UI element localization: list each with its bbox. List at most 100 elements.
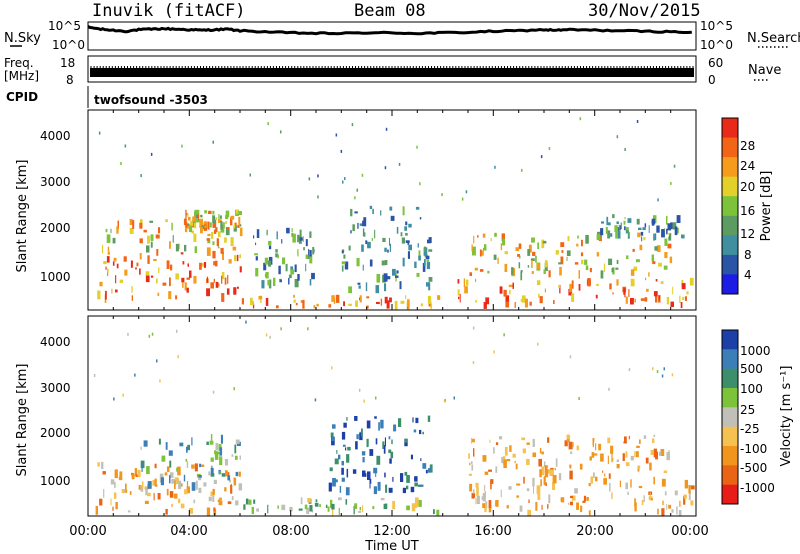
power-cell [98,131,101,135]
power-cell [348,286,352,294]
power-cell [624,148,626,151]
power-cell [250,300,254,306]
velocity-cell [224,459,229,466]
velocity-cell [402,487,406,494]
power-cell [375,285,380,294]
power-cell [494,165,496,169]
power-cell [233,223,236,229]
velocity-cell [419,429,422,435]
velocity-cell [176,467,178,472]
power-cell [227,275,229,284]
power-ytick-2000: 2000 [40,221,71,235]
power-cell [162,282,167,286]
power-cell [426,259,429,262]
velocity-cell [154,463,157,469]
power-cell [615,267,619,270]
power-cell [416,272,420,277]
velocity-cell [616,464,620,469]
velocity-cell [141,481,144,489]
velocity-cell [414,476,418,482]
velocity-cell [157,493,161,500]
velocity-cell [558,473,562,481]
velocity-cell [636,445,640,448]
velocity-cell [113,492,117,499]
power-cell [183,218,187,225]
power-cell [655,279,658,282]
power-cell [253,235,255,239]
velocity-cell [588,510,591,516]
velocity-colorbar-swatch [722,465,738,486]
velocity-cell [472,326,475,330]
velocity-cell [671,373,674,377]
power-cell [665,240,668,244]
freq-band [90,68,694,77]
power-cell [153,259,157,261]
velocity-cell [612,458,614,462]
power-cell [192,216,196,222]
velocity-cell [319,504,321,507]
power-cell [672,286,674,295]
power-cell [457,279,460,284]
velocity-cell [484,471,489,475]
power-cell [611,268,614,273]
power-cell [228,259,232,264]
velocity-cell [622,453,625,461]
velocity-cell [215,442,219,451]
velocity-cell [406,505,410,511]
velocity-cell [548,494,551,504]
power-cell [681,235,685,239]
power-cell [313,305,316,309]
velocity-cell [383,503,388,510]
nsearch-label: N.Search [747,31,800,46]
velocity-cell [476,495,480,504]
velocity-cell [366,438,369,447]
velocity-cell [472,438,475,443]
velocity-cell [121,489,125,494]
power-cell [578,270,580,279]
velocity-cell [495,500,499,507]
velocity-cell [191,464,195,469]
power-cell [240,224,242,227]
velocity-cell [338,507,340,516]
power-cell [209,222,212,228]
power-cell [366,296,370,299]
velocity-cell [625,482,628,490]
power-cell [585,235,589,244]
velocity-cell [400,473,404,482]
velocity-cell [661,478,666,487]
power-cell [343,254,346,259]
velocity-cell [314,398,317,402]
power-cell [571,280,574,289]
power-cell [643,237,646,241]
power-cell [201,218,203,223]
velocity-cell [362,457,365,463]
power-cell [213,278,215,283]
power-cell [364,232,366,237]
velocity-cell [171,478,175,484]
power-cell [463,278,466,288]
power-cell [535,255,537,263]
beam-label: Beam 08 [354,1,426,21]
velocity-cell [374,416,377,419]
power-cell [474,267,478,271]
power-cell [428,277,433,282]
power-cell [278,265,281,275]
velocity-cell [158,438,161,445]
velocity-cell [688,491,691,501]
power-scatter [97,117,694,310]
velocity-cell [114,469,118,479]
velocity-cell [307,498,311,503]
power-cell [297,249,299,257]
power-cell [648,225,650,233]
power-colorbar-swatch [722,215,738,236]
velocity-cell [589,456,592,461]
velocity-cell [684,479,688,489]
velocity-cell [639,439,641,444]
power-cbar-tick-8: 8 [744,248,752,262]
velocity-cell [235,471,239,477]
freq-ytick-top: 18 [60,56,75,70]
power-cell [217,231,221,238]
velocity-cell [353,505,355,515]
xtick-1600: 16:00 [474,524,511,539]
velocity-cell [325,504,328,508]
